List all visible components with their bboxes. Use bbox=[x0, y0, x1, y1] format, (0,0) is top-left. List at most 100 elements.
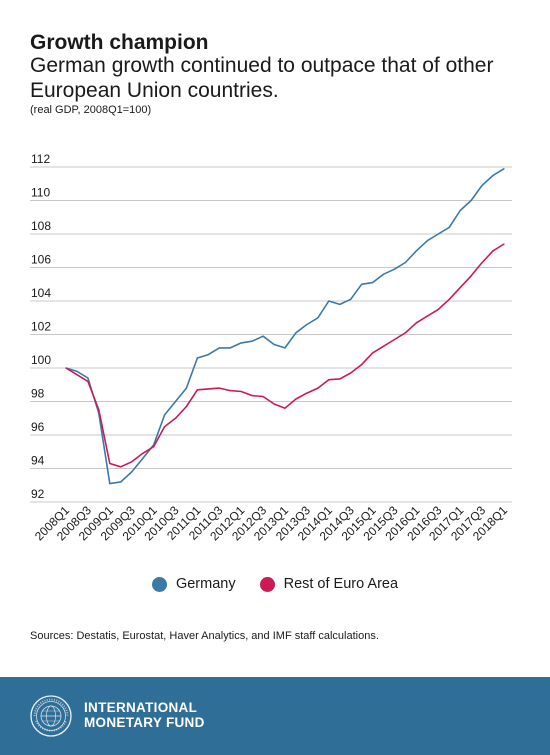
data-point-germany bbox=[87, 377, 89, 379]
data-point-germany bbox=[207, 354, 209, 356]
data-point-rest-of-euro-area bbox=[361, 364, 363, 366]
chart-legend: Germany Rest of Euro Area bbox=[0, 576, 550, 592]
y-tick-label: 94 bbox=[31, 454, 45, 468]
data-point-rest-of-euro-area bbox=[142, 452, 144, 455]
y-tick-label: 112 bbox=[31, 152, 50, 166]
data-point-germany bbox=[437, 233, 439, 235]
legend-item-germany: Germany bbox=[151, 576, 236, 592]
data-point-germany bbox=[76, 370, 78, 372]
data-point-rest-of-euro-area bbox=[372, 352, 374, 354]
imf-wordmark-line2: MONETARY FUND bbox=[84, 715, 205, 730]
chart-title: Growth champion bbox=[30, 31, 209, 54]
data-point-germany bbox=[306, 323, 308, 326]
data-point-germany bbox=[339, 303, 341, 305]
data-point-germany bbox=[492, 174, 494, 176]
series-layer bbox=[65, 168, 505, 485]
data-point-rest-of-euro-area bbox=[393, 338, 396, 341]
data-point-germany bbox=[459, 209, 461, 212]
data-point-germany bbox=[142, 457, 144, 460]
data-point-rest-of-euro-area bbox=[87, 380, 89, 382]
data-point-germany bbox=[120, 481, 122, 483]
data-point-rest-of-euro-area bbox=[350, 372, 352, 374]
data-point-germany bbox=[361, 283, 363, 285]
data-point-rest-of-euro-area bbox=[240, 390, 242, 393]
y-tick-label: 98 bbox=[31, 387, 45, 401]
footer-banner: INTERNATIONAL MONETARY FUND bbox=[0, 677, 550, 755]
legend-label-germany: Germany bbox=[175, 576, 236, 592]
data-point-rest-of-euro-area bbox=[185, 405, 188, 408]
data-point-rest-of-euro-area bbox=[339, 378, 341, 380]
data-point-germany bbox=[229, 347, 231, 349]
data-point-rest-of-euro-area bbox=[306, 392, 308, 394]
legend-item-rest: Rest of Euro Area bbox=[259, 576, 399, 592]
y-tick-label: 106 bbox=[31, 253, 51, 267]
data-point-rest-of-euro-area bbox=[153, 446, 155, 448]
data-point-rest-of-euro-area bbox=[174, 417, 177, 419]
data-point-germany bbox=[284, 347, 286, 349]
chart-units: (real GDP, 2008Q1=100) bbox=[30, 104, 152, 116]
y-tick-label: 108 bbox=[31, 219, 51, 233]
data-point-germany bbox=[273, 343, 275, 346]
data-point-germany bbox=[109, 482, 111, 485]
data-point-rest-of-euro-area bbox=[163, 426, 166, 428]
data-point-germany bbox=[262, 335, 264, 337]
data-point-rest-of-euro-area bbox=[492, 250, 494, 252]
data-point-rest-of-euro-area bbox=[404, 332, 407, 334]
data-point-rest-of-euro-area bbox=[295, 398, 297, 400]
data-point-germany bbox=[448, 226, 450, 228]
data-point-germany bbox=[251, 340, 253, 342]
y-tick-label: 92 bbox=[31, 487, 45, 501]
y-tick-label: 110 bbox=[31, 186, 50, 200]
line-chart: 92 94 96 98 100 102 104 106 108 110 112 2008Q12008… bbox=[30, 152, 512, 543]
data-point-rest-of-euro-area bbox=[328, 379, 330, 381]
source-note: Sources: Destatis, Eurostat, Haver Analy… bbox=[30, 630, 379, 642]
data-point-rest-of-euro-area bbox=[459, 287, 461, 289]
series-line-rest-of-euro-area bbox=[65, 243, 505, 468]
series-line-germany bbox=[65, 168, 505, 485]
data-point-germany bbox=[131, 471, 133, 473]
data-point-rest-of-euro-area bbox=[196, 389, 198, 391]
data-point-rest-of-euro-area bbox=[76, 374, 78, 376]
imf-wordmark: INTERNATIONAL MONETARY FUND bbox=[84, 700, 205, 730]
data-point-rest-of-euro-area bbox=[120, 466, 122, 468]
data-point-germany bbox=[393, 268, 396, 270]
data-point-germany bbox=[415, 250, 417, 252]
y-tick-label: 96 bbox=[31, 420, 45, 434]
data-point-rest-of-euro-area bbox=[481, 261, 483, 264]
data-point-germany bbox=[470, 199, 472, 202]
data-point-germany bbox=[174, 400, 177, 403]
data-point-rest-of-euro-area bbox=[437, 308, 439, 310]
legend-marker-rest bbox=[259, 576, 275, 592]
legend-label-rest: Rest of Euro Area bbox=[283, 576, 399, 592]
data-point-rest-of-euro-area bbox=[65, 367, 67, 369]
data-point-rest-of-euro-area bbox=[415, 322, 417, 324]
data-point-rest-of-euro-area bbox=[284, 407, 286, 409]
data-point-germany bbox=[404, 261, 407, 264]
imf-wordmark-line1: INTERNATIONAL bbox=[84, 700, 198, 715]
data-point-germany bbox=[218, 347, 220, 349]
data-point-rest-of-euro-area bbox=[273, 403, 275, 405]
data-point-germany bbox=[328, 300, 330, 302]
data-point-germany bbox=[350, 298, 352, 300]
data-point-rest-of-euro-area bbox=[109, 462, 111, 465]
y-tick-label: 102 bbox=[31, 320, 51, 334]
y-tick-label: 100 bbox=[31, 353, 51, 367]
imf-seal-logo bbox=[30, 695, 72, 737]
x-axis-ticks: 2008Q12008Q32009Q12009Q32010Q12010Q32011… bbox=[32, 503, 510, 543]
data-point-rest-of-euro-area bbox=[131, 461, 133, 463]
data-point-rest-of-euro-area bbox=[262, 395, 264, 398]
data-point-rest-of-euro-area bbox=[426, 315, 428, 317]
data-point-germany bbox=[163, 414, 166, 416]
data-point-rest-of-euro-area bbox=[503, 243, 505, 245]
legend-marker-germany bbox=[151, 576, 167, 592]
data-point-germany bbox=[372, 281, 374, 284]
data-point-rest-of-euro-area bbox=[218, 387, 220, 389]
grid-layer bbox=[30, 166, 512, 503]
data-point-germany bbox=[196, 357, 198, 359]
data-point-germany bbox=[317, 317, 319, 319]
data-point-germany bbox=[295, 332, 297, 334]
data-point-rest-of-euro-area bbox=[229, 390, 231, 392]
data-point-germany bbox=[185, 387, 188, 389]
data-point-rest-of-euro-area bbox=[251, 395, 253, 397]
data-point-rest-of-euro-area bbox=[207, 388, 209, 390]
